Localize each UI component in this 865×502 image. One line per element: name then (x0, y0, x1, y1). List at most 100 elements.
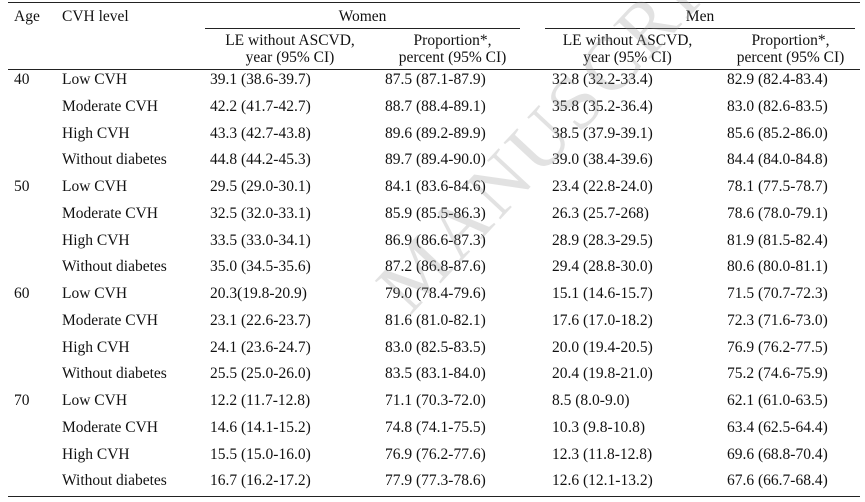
men-le-header-line1: LE without ASCVD, (562, 32, 693, 49)
top-rule (8, 2, 860, 3)
men-prop-header-line1: Proportion*, (751, 32, 830, 49)
value-cell: 62.1 (61.0-63.5) (727, 392, 828, 409)
value-cell: 25.5 (25.0-26.0) (210, 365, 311, 383)
value-cell: 20.3(19.8-20.9) (210, 285, 307, 302)
value-cell: 29.4 (28.8-30.0) (552, 258, 653, 276)
age-cell: 70 (14, 392, 30, 409)
value-cell: 39.1 (38.6-39.7) (210, 71, 311, 88)
value-cell: 32.5 (32.0-33.1) (210, 204, 311, 222)
value-cell: 8.5 (8.0-9.0) (552, 392, 630, 409)
cvh-level-cell: Low CVH (62, 178, 128, 195)
women-le-header-line1: LE without ASCVD, (225, 32, 355, 49)
men-rule (545, 28, 855, 29)
women-le-header-line2: year (95% CI) (245, 49, 335, 66)
value-cell: 81.6 (81.0-82.1) (385, 311, 486, 329)
cvh-level-header: CVH level (62, 8, 129, 25)
men-prop-header-line2: percent (95% CI) (736, 49, 845, 66)
value-cell: 83.5 (83.1-84.0) (385, 365, 486, 383)
cvh-level-cell: Without diabetes (62, 472, 167, 490)
value-cell: 76.9 (76.2-77.5) (727, 338, 828, 356)
value-cell: 10.3 (9.8-10.8) (552, 418, 645, 436)
value-cell: 71.5 (70.7-72.3) (727, 285, 828, 302)
value-cell: 20.4 (19.8-21.0) (552, 365, 653, 383)
value-cell: 32.8 (32.2-33.4) (552, 71, 653, 88)
cvh-level-cell: High CVH (62, 445, 130, 463)
age-cell: 60 (14, 285, 30, 302)
value-cell: 15.1 (14.6-15.7) (552, 285, 653, 302)
value-cell: 20.0 (19.4-20.5) (552, 338, 653, 356)
value-cell: 23.1 (22.6-23.7) (210, 311, 311, 329)
value-cell: 28.9 (28.3-29.5) (552, 231, 653, 249)
cvh-level-cell: Low CVH (62, 392, 128, 409)
value-cell: 84.4 (84.0-84.8) (727, 151, 828, 169)
value-cell: 84.1 (83.6-84.6) (385, 178, 486, 195)
cvh-level-cell: Without diabetes (62, 258, 167, 276)
value-cell: 63.4 (62.5-64.4) (727, 418, 828, 436)
value-cell: 16.7 (16.2-17.2) (210, 472, 311, 490)
value-cell: 23.4 (22.8-24.0) (552, 178, 653, 195)
value-cell: 83.0 (82.5-83.5) (385, 338, 486, 356)
value-cell: 89.6 (89.2-89.9) (385, 124, 486, 142)
value-cell: 87.5 (87.1-87.9) (385, 71, 486, 88)
value-cell: 89.7 (89.4-90.0) (385, 151, 486, 169)
value-cell: 74.8 (74.1-75.5) (385, 418, 486, 436)
value-cell: 15.5 (15.0-16.0) (210, 445, 311, 463)
women-header: Women (338, 8, 387, 25)
value-cell: 78.6 (78.0-79.1) (727, 204, 828, 222)
age-cell: 40 (14, 71, 30, 88)
value-cell: 17.6 (17.0-18.2) (552, 311, 653, 329)
cvh-level-cell: High CVH (62, 338, 130, 356)
women-prop-header-line1: Proportion*, (413, 32, 492, 49)
value-cell: 80.6 (80.0-81.1) (727, 258, 828, 276)
value-cell: 43.3 (42.7-43.8) (210, 124, 311, 142)
value-cell: 72.3 (71.6-73.0) (727, 311, 828, 329)
value-cell: 12.3 (11.8-12.8) (552, 445, 653, 463)
value-cell: 12.6 (12.1-13.2) (552, 472, 653, 490)
value-cell: 87.2 (86.8-87.6) (385, 258, 486, 276)
cvh-level-cell: Moderate CVH (62, 204, 158, 222)
bottom-rule (8, 496, 860, 497)
men-header: Men (685, 8, 715, 25)
value-cell: 86.9 (86.6-87.3) (385, 231, 486, 249)
value-cell: 85.6 (85.2-86.0) (727, 124, 828, 142)
value-cell: 82.9 (82.4-83.4) (727, 71, 828, 88)
value-cell: 24.1 (23.6-24.7) (210, 338, 311, 356)
value-cell: 42.2 (41.7-42.7) (210, 97, 311, 115)
age-header: Age (14, 8, 40, 25)
value-cell: 76.9 (76.2-77.6) (385, 445, 486, 463)
value-cell: 77.9 (77.3-78.6) (385, 472, 486, 490)
cvh-level-cell: High CVH (62, 231, 130, 249)
value-cell: 38.5 (37.9-39.1) (552, 124, 653, 142)
value-cell: 75.2 (74.6-75.9) (727, 365, 828, 383)
cvh-level-cell: Low CVH (62, 285, 128, 302)
cvh-level-cell: Low CVH (62, 71, 128, 88)
value-cell: 33.5 (33.0-34.1) (210, 231, 311, 249)
value-cell: 69.6 (68.8-70.4) (727, 445, 828, 463)
men-le-header-line2: year (95% CI) (583, 49, 672, 66)
value-cell: 44.8 (44.2-45.3) (210, 151, 311, 169)
cvh-level-cell: Without diabetes (62, 151, 167, 169)
value-cell: 85.9 (85.5-86.3) (385, 204, 486, 222)
women-rule (205, 28, 520, 29)
age-cell: 50 (14, 178, 30, 195)
cvh-level-cell: High CVH (62, 124, 130, 142)
value-cell: 39.0 (38.4-39.6) (552, 151, 653, 169)
value-cell: 79.0 (78.4-79.6) (385, 285, 486, 302)
cvh-level-cell: Moderate CVH (62, 311, 158, 329)
value-cell: 81.9 (81.5-82.4) (727, 231, 828, 249)
value-cell: 12.2 (11.7-12.8) (210, 392, 311, 409)
value-cell: 29.5 (29.0-30.1) (210, 178, 311, 195)
cvh-level-cell: Moderate CVH (62, 97, 158, 115)
value-cell: 78.1 (77.5-78.7) (727, 178, 828, 195)
cvh-level-cell: Without diabetes (62, 365, 167, 383)
women-prop-header-line2: percent (95% CI) (398, 49, 507, 66)
value-cell: 26.3 (25.7-268) (552, 204, 649, 222)
value-cell: 14.6 (14.1-15.2) (210, 418, 311, 436)
value-cell: 35.8 (35.2-36.4) (552, 97, 653, 115)
value-cell: 88.7 (88.4-89.1) (385, 97, 486, 115)
header-rule (8, 69, 860, 70)
value-cell: 71.1 (70.3-72.0) (385, 392, 486, 409)
cvh-level-cell: Moderate CVH (62, 418, 158, 436)
value-cell: 35.0 (34.5-35.6) (210, 258, 311, 276)
